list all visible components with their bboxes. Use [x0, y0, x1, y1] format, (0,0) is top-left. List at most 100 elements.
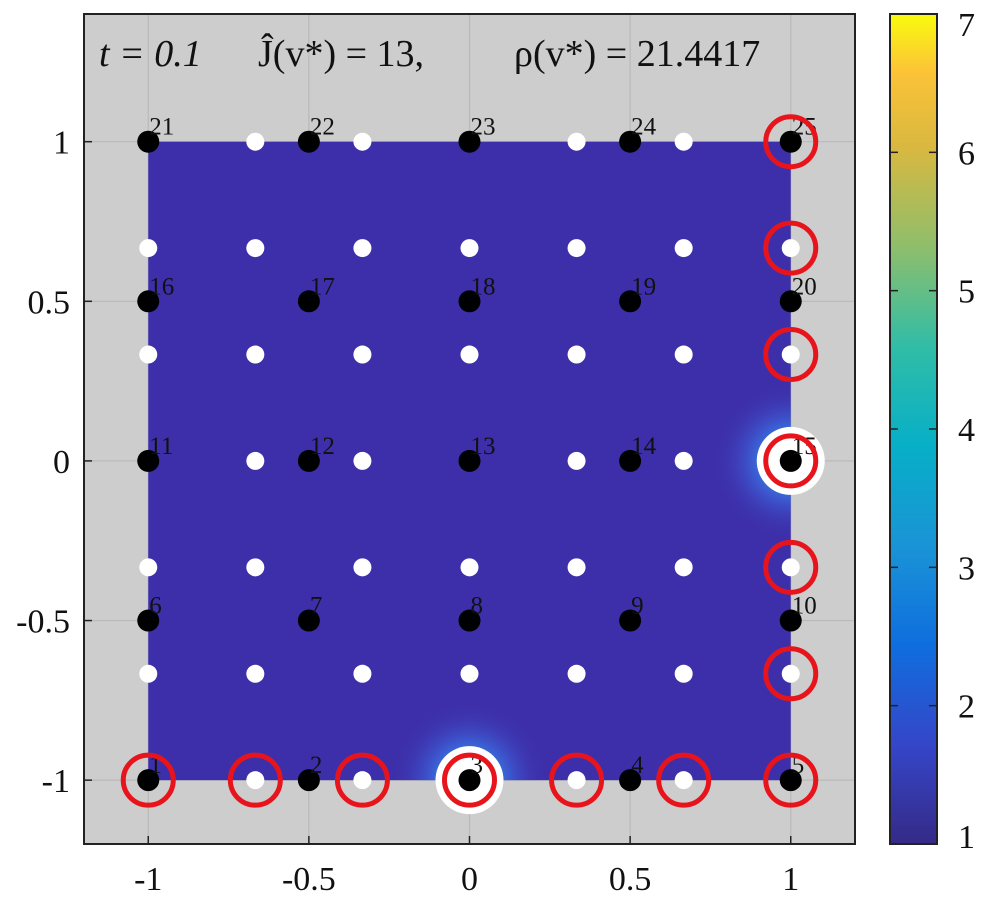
black-node	[137, 769, 160, 792]
white-point	[781, 558, 800, 577]
red-circle	[763, 220, 819, 276]
black-node	[137, 130, 160, 153]
white-point	[567, 451, 586, 470]
y-tick-label: -0.5	[16, 604, 70, 641]
white-point	[674, 664, 693, 683]
node-label: 12	[310, 433, 335, 460]
white-point	[781, 345, 800, 364]
white-point	[246, 345, 265, 364]
white-point	[353, 345, 372, 364]
black-node	[779, 609, 802, 632]
black-node	[137, 449, 160, 472]
y-tick-label: -1	[42, 763, 70, 800]
white-point	[246, 132, 265, 151]
red-circle	[763, 752, 819, 808]
colorbar: 1 2 3 4 5 6 7	[889, 7, 975, 856]
colorbar-tick-label: 5	[958, 274, 975, 311]
black-node	[619, 609, 642, 632]
node-label: 14	[631, 433, 657, 460]
red-circle	[763, 539, 819, 595]
red-circle	[120, 752, 176, 808]
black-node	[619, 449, 642, 472]
white-point	[567, 239, 586, 258]
node-label: 22	[310, 114, 335, 141]
black-node	[619, 130, 642, 153]
node-label: 23	[471, 114, 496, 141]
white-point	[781, 239, 800, 258]
red-circle	[334, 752, 390, 808]
colorbar-tick-label: 6	[958, 135, 975, 172]
title-rho: ρ(v*) = 21.4417	[514, 33, 760, 75]
red-circle	[763, 327, 819, 383]
node-label: 6	[149, 593, 162, 620]
red-circle	[442, 752, 497, 808]
black-node	[779, 769, 802, 792]
y-tick-label: 0.5	[28, 284, 71, 321]
white-point	[139, 558, 158, 577]
white-point	[674, 239, 693, 258]
x-tick-label: -0.5	[282, 861, 336, 898]
black-node	[458, 769, 481, 792]
red-circle	[763, 646, 819, 702]
white-point	[674, 345, 693, 364]
white-point	[353, 771, 372, 790]
black-node	[297, 769, 320, 792]
node-label: 17	[310, 273, 335, 300]
x-tick-label: 1	[782, 861, 799, 898]
x-tick-label: -1	[134, 861, 162, 898]
node-label: 20	[792, 273, 817, 300]
black-node	[297, 609, 320, 632]
node-label: 10	[792, 593, 817, 620]
white-point	[567, 558, 586, 577]
black-node	[779, 449, 802, 472]
x-tick-label: 0	[461, 861, 478, 898]
node-label: 16	[149, 273, 174, 300]
white-point	[353, 239, 372, 258]
white-point	[460, 239, 479, 258]
white-point	[460, 558, 479, 577]
y-tick-label: 1	[53, 125, 70, 162]
red-circle	[227, 752, 283, 808]
white-point	[567, 771, 586, 790]
white-point	[353, 558, 372, 577]
black-node	[458, 609, 481, 632]
chart-title: t = 0.1 Ĵ(v*) = 13, ρ(v*) = 21.4417	[99, 33, 760, 75]
red-circle	[656, 752, 712, 808]
white-point	[353, 451, 372, 470]
red-circle	[763, 114, 819, 170]
white-point	[139, 664, 158, 683]
white-point	[353, 132, 372, 151]
node-label: 2	[310, 752, 323, 779]
black-node	[619, 769, 642, 792]
red-circle	[763, 433, 819, 489]
node-label: 4	[631, 752, 644, 779]
white-point	[139, 239, 158, 258]
node-label: 24	[631, 114, 657, 141]
white-point	[460, 345, 479, 364]
white-point	[246, 451, 265, 470]
title-t: t = 0.1	[99, 33, 202, 75]
colorbar-tick-label: 1	[958, 819, 975, 856]
node-label: 7	[310, 593, 323, 620]
white-point	[674, 771, 693, 790]
black-node	[297, 290, 320, 313]
colorbar-tick-label: 4	[958, 412, 975, 449]
black-node	[779, 130, 802, 153]
colorbar-tick-label: 7	[958, 7, 975, 44]
white-point	[674, 132, 693, 151]
x-tick-label: 0.5	[609, 861, 652, 898]
black-node	[458, 130, 481, 153]
field-peaks	[391, 382, 791, 781]
node-label: 9	[631, 593, 644, 620]
white-point	[781, 664, 800, 683]
node-label: 11	[149, 433, 173, 460]
white-point	[246, 664, 265, 683]
colorbar-tick-label: 3	[958, 550, 975, 587]
red-circle	[549, 752, 605, 808]
black-node	[297, 130, 320, 153]
field-peak	[712, 382, 791, 539]
white-point	[460, 664, 479, 683]
black-node	[137, 609, 160, 632]
white-point	[139, 345, 158, 364]
